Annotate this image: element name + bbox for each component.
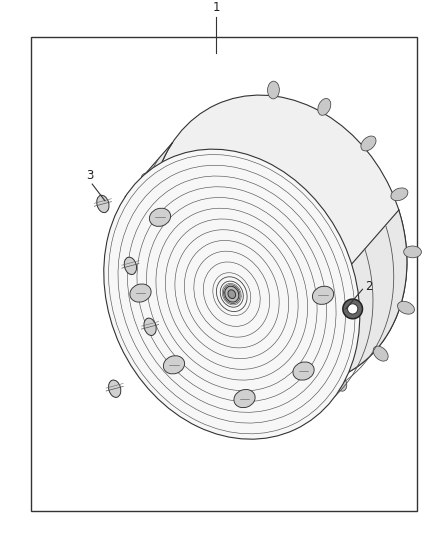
Polygon shape <box>104 143 407 439</box>
Ellipse shape <box>137 230 155 241</box>
Ellipse shape <box>312 286 334 304</box>
Ellipse shape <box>293 362 314 380</box>
Ellipse shape <box>398 301 414 314</box>
Polygon shape <box>127 262 135 274</box>
Ellipse shape <box>130 284 151 302</box>
Ellipse shape <box>391 188 408 200</box>
Bar <box>31 37 417 511</box>
Ellipse shape <box>153 286 170 300</box>
Ellipse shape <box>343 299 363 319</box>
Ellipse shape <box>268 81 279 99</box>
Ellipse shape <box>404 246 421 258</box>
Text: 3: 3 <box>87 169 94 182</box>
Ellipse shape <box>225 286 239 302</box>
Ellipse shape <box>97 195 109 213</box>
Ellipse shape <box>361 136 376 151</box>
Ellipse shape <box>144 318 156 335</box>
Ellipse shape <box>109 380 121 398</box>
Ellipse shape <box>334 374 347 391</box>
Ellipse shape <box>228 290 236 298</box>
Ellipse shape <box>151 95 407 385</box>
Ellipse shape <box>373 346 388 361</box>
Text: 1: 1 <box>212 1 220 14</box>
Ellipse shape <box>187 335 202 350</box>
Ellipse shape <box>234 390 255 408</box>
Ellipse shape <box>141 173 159 185</box>
Ellipse shape <box>348 304 358 314</box>
Ellipse shape <box>124 257 137 274</box>
Ellipse shape <box>163 356 184 374</box>
Polygon shape <box>111 385 119 397</box>
Ellipse shape <box>233 368 246 385</box>
Text: 2: 2 <box>365 280 373 293</box>
Ellipse shape <box>149 208 170 227</box>
Polygon shape <box>147 323 154 335</box>
Ellipse shape <box>285 382 297 400</box>
Polygon shape <box>100 200 107 212</box>
Ellipse shape <box>104 149 360 439</box>
Ellipse shape <box>318 99 331 115</box>
